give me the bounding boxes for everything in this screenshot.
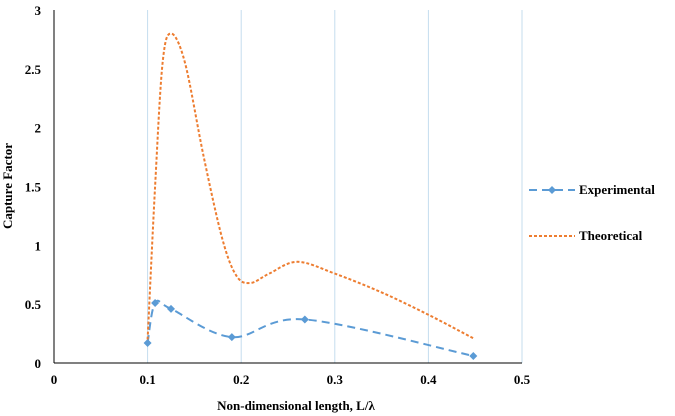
x-tick-label: 0 [51, 372, 58, 387]
x-tick-label: 0.3 [327, 372, 344, 387]
data-point-experimental[interactable] [167, 304, 175, 313]
y-tick-label: 0 [35, 356, 42, 371]
y-axis-title: Capture Factor [0, 143, 15, 229]
legend-label-theoretical: Theoretical [579, 228, 643, 243]
y-tick-label: 1.5 [25, 180, 42, 195]
data-point-experimental[interactable] [143, 338, 152, 347]
data-point-experimental[interactable] [227, 333, 236, 342]
gridlines [147, 10, 523, 363]
x-tick-labels: 0 0.1 0.2 0.3 0.4 0.5 [51, 372, 531, 387]
series-layer [143, 32, 478, 360]
x-tick-label: 0.5 [514, 372, 531, 387]
y-tick-label: 2.5 [25, 62, 42, 77]
x-tick-label: 0.2 [233, 372, 249, 387]
y-tick-label: 2 [35, 121, 42, 136]
series-theoretical [146, 32, 474, 340]
data-point-experimental[interactable] [300, 315, 309, 324]
axes [53, 10, 522, 364]
y-tick-label: 0.5 [25, 297, 42, 312]
legend-label-experimental: Experimental [579, 182, 655, 197]
y-tick-labels: 0 0.5 1 1.5 2 2.5 3 [25, 3, 42, 371]
legend-item-experimental[interactable]: Experimental [529, 182, 655, 197]
legend: Experimental Theoretical [529, 182, 655, 243]
x-tick-label: 0.4 [420, 372, 437, 387]
legend-marker-experimental [548, 186, 556, 194]
data-point-experimental[interactable] [469, 351, 478, 360]
x-axis-title: Non-dimensional length, L/λ [217, 398, 375, 413]
series-experimental [143, 298, 478, 360]
x-tick-label: 0.1 [139, 372, 155, 387]
y-tick-label: 1 [35, 238, 42, 253]
legend-item-theoretical[interactable]: Theoretical [529, 228, 643, 243]
series-line-theoretical [146, 32, 474, 340]
data-point-experimental[interactable] [151, 298, 160, 307]
y-tick-label: 3 [35, 3, 42, 18]
series-line-experimental [146, 299, 474, 357]
